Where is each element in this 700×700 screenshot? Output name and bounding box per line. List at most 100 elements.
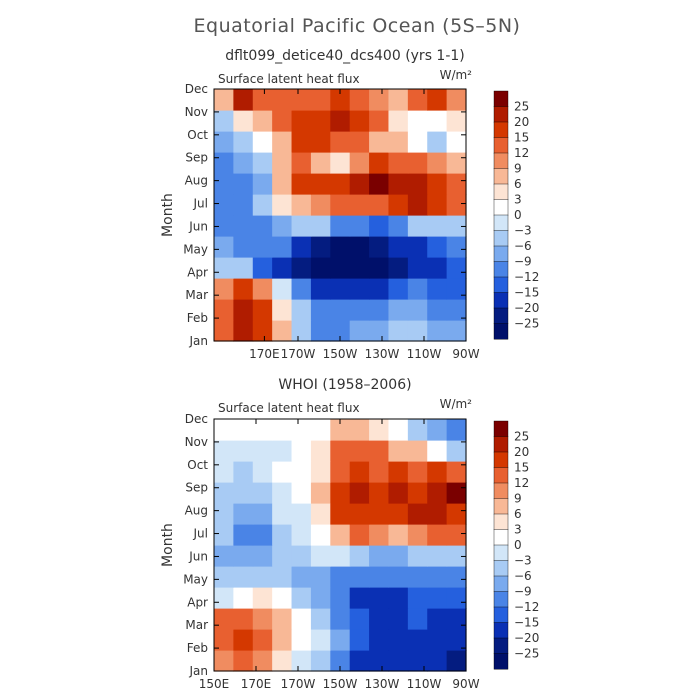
heatmap-cell [310, 524, 331, 546]
colorbar-swatch [493, 323, 509, 340]
heatmap-cell [252, 131, 273, 153]
heatmap-cell [330, 503, 351, 525]
heatmap-cell [272, 524, 293, 546]
heatmap-cell [349, 461, 370, 483]
y-tick-label: Jun [188, 549, 208, 563]
heatmap-cell [330, 629, 351, 651]
heatmap-cell [272, 299, 293, 321]
heatmap-cell [446, 461, 467, 483]
heatmap-cell [330, 173, 351, 195]
panel-obs-title: WHOI (1958–2006) [278, 377, 411, 393]
heatmap-cell [233, 650, 254, 672]
heatmap-cell [252, 257, 273, 279]
heatmap-cell [291, 587, 312, 609]
heatmap-cell [427, 503, 448, 525]
heatmap-cell [233, 320, 254, 342]
colorbar-label: −25 [514, 317, 539, 331]
heatmap-cell [330, 152, 351, 174]
heatmap-cell [427, 278, 448, 300]
heatmap-cell [369, 299, 390, 321]
heatmap-cell [388, 587, 409, 609]
y-tick-label: May [183, 242, 208, 256]
y-tick-label: Sep [185, 151, 208, 165]
heatmap-cell [369, 236, 390, 258]
heatmap-cell [214, 236, 234, 258]
colorbar-swatch [493, 90, 509, 108]
heatmap-cell [233, 257, 254, 279]
heatmap-cell [330, 440, 351, 462]
y-tick-label: Mar [185, 618, 208, 632]
heatmap-cell [446, 131, 467, 153]
heatmap-cell [407, 194, 428, 216]
heatmap-cell [214, 587, 234, 609]
heatmap-cell [310, 650, 331, 672]
colorbar-swatch [493, 575, 509, 593]
x-tick-label: 130W [365, 347, 400, 361]
heatmap-cell [388, 110, 409, 132]
heatmap-cell [214, 440, 234, 462]
heatmap-cell [291, 257, 312, 279]
heatmap-cell [330, 566, 351, 588]
heatmap-cell [291, 320, 312, 342]
heatmap-cell [407, 440, 428, 462]
x-tick-label: 170E [249, 347, 280, 361]
heatmap-cell [427, 110, 448, 132]
colorbar-swatch [493, 106, 509, 123]
heatmap-cell [310, 608, 331, 630]
heatmap-cell [407, 110, 428, 132]
heatmap-cell [330, 236, 351, 258]
heatmap-cell [310, 629, 331, 651]
heatmap-cell [214, 503, 234, 525]
y-tick-label: Feb [187, 641, 208, 655]
heatmap-cell [291, 461, 312, 483]
heatmap-cell [310, 566, 331, 588]
heatmap-cell [407, 503, 428, 525]
heatmap-cell [252, 461, 273, 483]
heatmap-cell [272, 587, 293, 609]
x-tick-label: 90W [452, 677, 479, 691]
y-tick-label: Jul [193, 197, 208, 211]
heatmap-obs [214, 419, 467, 672]
heatmap-cell [233, 566, 254, 588]
heatmap-cell [214, 545, 234, 567]
heatmap-cell [369, 440, 390, 462]
colorbar-swatch [493, 276, 509, 294]
x-tick-label: 150W [323, 347, 358, 361]
heatmap-cell [388, 215, 409, 237]
heatmap-cell [369, 545, 390, 567]
heatmap-cell [291, 236, 312, 258]
heatmap-cell [427, 608, 448, 630]
colorbar-label: 3 [514, 523, 522, 537]
colorbar-label: 9 [514, 492, 522, 506]
heatmap-cell [427, 587, 448, 609]
heatmap-model [214, 89, 467, 342]
panel-model-title: dflt099_detice40_dcs400 (yrs 1-1) [225, 48, 465, 64]
heatmap-cell [407, 608, 428, 630]
panel-obs-units: W/m² [440, 397, 473, 411]
heatmap-cell [233, 215, 254, 237]
heatmap-cell [252, 89, 273, 111]
heatmap-cell [407, 320, 428, 342]
colorbar-swatch [493, 121, 509, 139]
heatmap-cell [407, 566, 428, 588]
heatmap-cell [388, 299, 409, 321]
heatmap-cell [214, 461, 234, 483]
heatmap-cell [446, 503, 467, 525]
heatmap-cell [427, 419, 448, 441]
heatmap-cell [349, 608, 370, 630]
heatmap-cell [252, 194, 273, 216]
y-tick-label: Oct [187, 458, 208, 472]
colorbar-label: 12 [514, 146, 529, 160]
x-tick-label: 150E [199, 677, 230, 691]
heatmap-cell [291, 482, 312, 504]
heatmap-cell [252, 299, 273, 321]
colorbar-label: −20 [514, 301, 539, 315]
heatmap-cell [233, 299, 254, 321]
heatmap-cell [330, 608, 351, 630]
heatmap-cell [252, 173, 273, 195]
heatmap-cell [272, 152, 293, 174]
heatmap-cell [388, 131, 409, 153]
heatmap-cell [272, 110, 293, 132]
